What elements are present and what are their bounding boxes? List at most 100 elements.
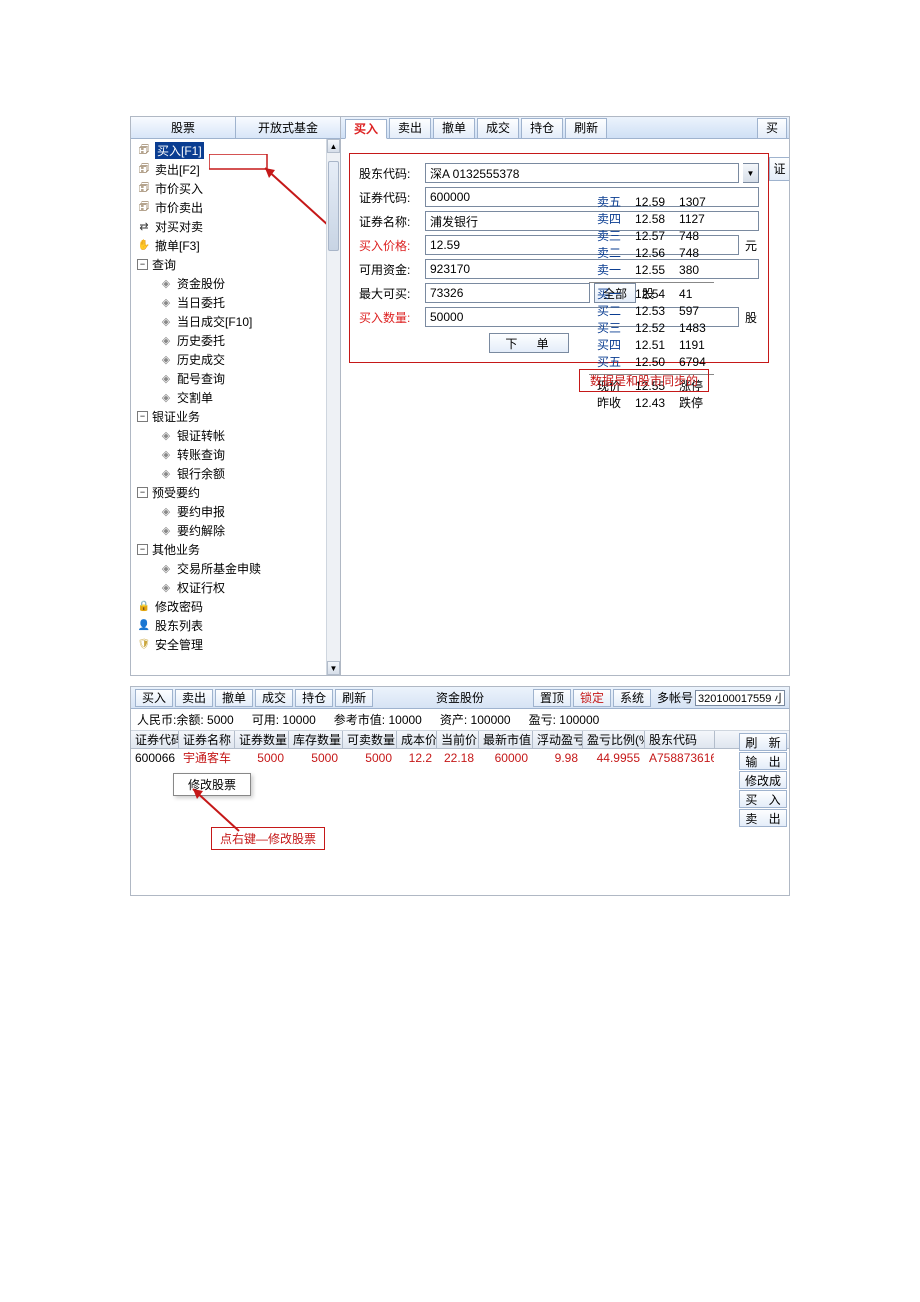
holdings-title: 资金股份 (436, 689, 484, 706)
nav-sell[interactable]: 卖出[F2] (133, 160, 340, 179)
shield-icon (137, 638, 151, 652)
lock-button[interactable]: 锁定 (573, 689, 611, 707)
nav-pair-trade[interactable]: 对买对卖 (133, 217, 340, 236)
swap-icon (137, 220, 151, 234)
nav-q-holdings[interactable]: 资金股份 (133, 274, 340, 293)
grid-header: 证券代码证券名称 证券数量库存数量 可卖数量成本价 当前价最新市值 浮动盈亏盈亏… (131, 731, 789, 749)
btn-export[interactable]: 输 出 (739, 752, 787, 770)
btn-modify-cost[interactable]: 修改成本 (739, 771, 787, 789)
annotation-rightclick: 点右键—修改股票 (211, 827, 325, 850)
acct-input[interactable] (695, 690, 785, 706)
nav-q-delivery[interactable]: 交割单 (133, 388, 340, 407)
low-tab-sell[interactable]: 卖出 (175, 689, 213, 707)
nav-buy[interactable]: 买入[F1] (133, 141, 340, 160)
tab-buy[interactable]: 买入 (345, 119, 387, 139)
nav-bank[interactable]: −银证业务 (133, 407, 340, 426)
diamond-icon (159, 505, 173, 519)
table-row[interactable]: 600066 宇通客车 5000 5000 5000 12.2 22.18 60… (131, 749, 789, 767)
unit-yuan: 元 (743, 237, 759, 254)
nav-bank-balance[interactable]: 银行余额 (133, 464, 340, 483)
diamond-icon (159, 467, 173, 481)
collapse-icon[interactable]: − (137, 544, 148, 555)
label-qty: 买入数量: (359, 309, 421, 326)
collapse-icon[interactable]: − (137, 259, 148, 270)
label-seccode: 证券代码: (359, 189, 421, 206)
lock-icon (137, 600, 151, 614)
submit-button[interactable]: 下 单 (489, 333, 569, 353)
nav-q-hist-order[interactable]: 历史委托 (133, 331, 340, 350)
nav-other-warrant[interactable]: 权证行权 (133, 578, 340, 597)
scroll-up-icon[interactable]: ▲ (327, 139, 340, 153)
low-tab-hold[interactable]: 持仓 (295, 689, 333, 707)
opt-button[interactable]: 置顶 (533, 689, 571, 707)
unit-gu: 股 (743, 309, 759, 326)
collapse-icon[interactable]: − (137, 487, 148, 498)
nav-security[interactable]: 安全管理 (133, 635, 340, 654)
scroll-thumb[interactable] (328, 161, 339, 251)
tab-refresh[interactable]: 刷新 (565, 118, 607, 138)
nav-q-today-deal[interactable]: 当日成交[F10] (133, 312, 340, 331)
tab-deal[interactable]: 成交 (477, 118, 519, 138)
nav-shareholder-list[interactable]: 股东列表 (133, 616, 340, 635)
ctx-modify-stock[interactable]: 修改股票 (174, 774, 250, 795)
nav-tender-cancel[interactable]: 要约解除 (133, 521, 340, 540)
low-tab-deal[interactable]: 成交 (255, 689, 293, 707)
tab-stock[interactable]: 股票 (131, 117, 236, 138)
scroll-down-icon[interactable]: ▼ (327, 661, 340, 675)
nav-tree: 买入[F1] 卖出[F2] 市价买入 市价卖出 对买对卖 撤单[F3] −查询 … (131, 139, 340, 675)
diamond-icon (159, 277, 173, 291)
dropdown-icon[interactable]: ▼ (743, 163, 759, 183)
diamond-icon (159, 524, 173, 538)
btn-buy[interactable]: 买 入 (739, 790, 787, 808)
low-tab-refresh[interactable]: 刷新 (335, 689, 373, 707)
cart-icon (137, 144, 151, 158)
tab-hold[interactable]: 持仓 (521, 118, 563, 138)
tab-cancel[interactable]: 撤单 (433, 118, 475, 138)
nav-q-hist-deal[interactable]: 历史成交 (133, 350, 340, 369)
sys-button[interactable]: 系统 (613, 689, 651, 707)
user-icon (137, 619, 151, 633)
diamond-icon (159, 429, 173, 443)
nav-market-buy[interactable]: 市价买入 (133, 179, 340, 198)
nav-bank-query[interactable]: 转账查询 (133, 445, 340, 464)
order-panel: 买入 卖出 撤单 成交 持仓 刷新 买 股东代码: ▼ 证券代码: (341, 117, 789, 675)
diamond-icon (159, 581, 173, 595)
nav-tender-apply[interactable]: 要约申报 (133, 502, 340, 521)
diamond-icon (159, 562, 173, 576)
nav-password[interactable]: 修改密码 (133, 597, 340, 616)
tab-sell[interactable]: 卖出 (389, 118, 431, 138)
scrollbar[interactable]: ▲ ▼ (326, 139, 340, 675)
low-tab-buy[interactable]: 买入 (135, 689, 173, 707)
nav-other[interactable]: −其他业务 (133, 540, 340, 559)
diamond-icon (159, 334, 173, 348)
input-shareholder[interactable] (425, 163, 739, 183)
nav-tender[interactable]: −预受要约 (133, 483, 340, 502)
diamond-icon (159, 372, 173, 386)
btn-refresh[interactable]: 刷 新 (739, 733, 787, 751)
low-tab-cancel[interactable]: 撤单 (215, 689, 253, 707)
nav-bank-trans[interactable]: 银证转帐 (133, 426, 340, 445)
tab-buy-extra[interactable]: 买 (757, 118, 787, 138)
label-price: 买入价格: (359, 237, 421, 254)
label-shareholder: 股东代码: (359, 165, 421, 182)
nav-market-sell[interactable]: 市价卖出 (133, 198, 340, 217)
acct-label: 多帐号 (657, 689, 693, 706)
input-max (425, 283, 590, 303)
nav-query[interactable]: −查询 (133, 255, 340, 274)
tab-open-fund[interactable]: 开放式基金 (236, 117, 340, 138)
sidetab-cert[interactable]: 证 (769, 157, 789, 181)
collapse-icon[interactable]: − (137, 411, 148, 422)
diamond-icon (159, 353, 173, 367)
btn-sell[interactable]: 卖 出 (739, 809, 787, 827)
hand-icon (137, 239, 151, 253)
cart-icon (137, 201, 151, 215)
cart-icon (137, 182, 151, 196)
nav-q-today-order[interactable]: 当日委托 (133, 293, 340, 312)
nav-q-allot[interactable]: 配号查询 (133, 369, 340, 388)
diamond-icon (159, 391, 173, 405)
diamond-icon (159, 315, 173, 329)
context-menu[interactable]: 修改股票 (173, 773, 251, 796)
nav-cancel[interactable]: 撤单[F3] (133, 236, 340, 255)
annotation-sync: 数据是和股市同步的 (579, 369, 709, 392)
nav-other-fund[interactable]: 交易所基金申赎 (133, 559, 340, 578)
